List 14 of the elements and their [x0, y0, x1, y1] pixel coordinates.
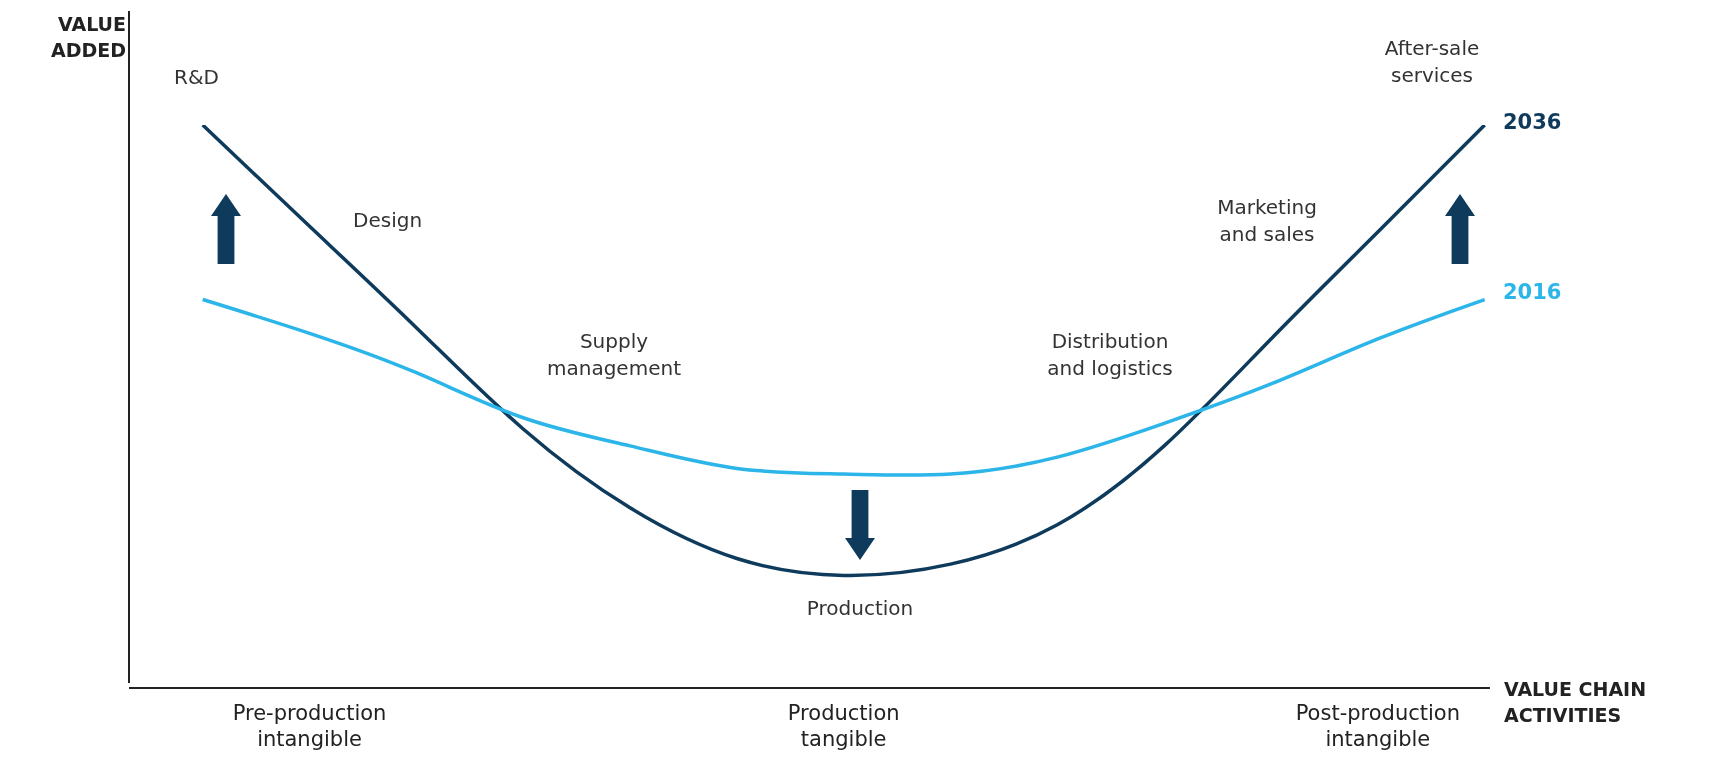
series-label: 2016 — [1503, 280, 1562, 304]
annotation: Production — [805, 595, 915, 622]
x-tick-label: Pre-production intangible — [232, 701, 387, 751]
annotation: Distribution and logistics — [1046, 328, 1174, 382]
text: After-sale services — [1383, 35, 1481, 89]
annotation: Design — [353, 207, 423, 234]
text: R&D — [174, 64, 219, 91]
annotation: Supply management — [546, 328, 682, 382]
series-label: 2036 — [1503, 110, 1562, 134]
x-axis-title: VALUE CHAIN ACTIVITIES — [1504, 677, 1648, 728]
y-axis-title: VALUE ADDED — [50, 12, 126, 63]
annotation: Marketing and sales — [1216, 194, 1318, 248]
x-tick-label: Post-production intangible — [1295, 701, 1460, 751]
x-tick-label: Production tangible — [787, 701, 900, 751]
